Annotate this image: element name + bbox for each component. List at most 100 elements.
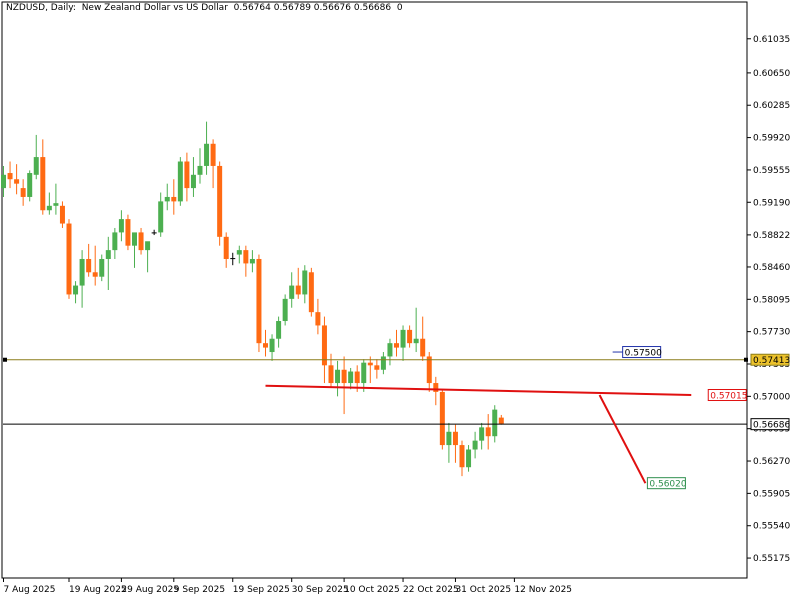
candle [400, 325, 406, 361]
candle-body [125, 219, 131, 246]
projection-price-label-box [646, 477, 686, 490]
candle [145, 241, 151, 273]
candle-body [348, 371, 354, 384]
candle [14, 164, 20, 195]
candle [79, 250, 85, 308]
candle-body [282, 298, 288, 322]
candle-body [387, 343, 393, 357]
candle-body [53, 203, 59, 206]
candle [66, 219, 72, 299]
candle-body [204, 143, 210, 166]
candle-body [394, 343, 399, 348]
x-tick-label: 9 Sep 2025 [174, 585, 225, 595]
candle [321, 316, 327, 384]
candle [33, 134, 39, 180]
candle [269, 334, 275, 361]
callout-price-label-box [622, 346, 662, 359]
candle-body [498, 417, 504, 424]
candle [348, 367, 354, 390]
y-tick-label: 0.60650 [753, 69, 790, 79]
candle [99, 254, 105, 282]
candle-body [308, 272, 314, 313]
candle [413, 307, 419, 353]
candle-body [20, 188, 26, 197]
y-tick-label: 0.57730 [753, 328, 790, 338]
y-tick-label: 0.60285 [753, 101, 790, 111]
candle [204, 121, 210, 175]
candle-body [374, 365, 380, 370]
x-tick-label: 30 Sep 2025 [292, 585, 349, 595]
candle-body [158, 201, 164, 233]
candle [485, 414, 491, 450]
candle-body [256, 258, 262, 344]
candle-body [33, 157, 39, 175]
candle [459, 440, 465, 477]
candle-body [413, 338, 419, 344]
candle-body [151, 232, 157, 234]
y-tick-label: 0.57000 [753, 392, 790, 402]
candle-body [197, 165, 203, 175]
trendline-price-label: 0.57015 [710, 392, 747, 402]
y-tick-label: 0.55540 [753, 522, 790, 532]
y-tick-label: 0.59555 [753, 166, 790, 176]
candle [439, 389, 445, 450]
plot-frame [1, 1, 748, 579]
candle [223, 232, 229, 268]
candle-body [466, 449, 472, 468]
y-tick-label: 0.58460 [753, 263, 790, 273]
candle-body [492, 409, 498, 437]
candle [132, 232, 137, 268]
candle [302, 265, 308, 304]
candle [1, 165, 6, 197]
y-tick-label: 0.59190 [753, 198, 790, 208]
candle [151, 229, 157, 236]
callout-price-label: 0.57500 [625, 349, 662, 359]
line-anchor-right [744, 357, 748, 362]
candle [328, 353, 334, 388]
candle [394, 329, 399, 357]
candle-body [328, 365, 334, 384]
candle [433, 376, 439, 406]
lines-layer [3, 357, 748, 484]
candle [197, 148, 203, 184]
candle-body [73, 285, 79, 295]
candle [230, 252, 236, 266]
candle [374, 359, 380, 379]
candle [164, 183, 170, 211]
candle [27, 170, 33, 202]
candle-body [289, 285, 295, 299]
candle-body [171, 196, 177, 202]
candle [407, 325, 413, 348]
candle-body [400, 329, 406, 348]
line-anchor-left [3, 357, 7, 362]
candle-body [321, 325, 327, 366]
candle-body [230, 258, 236, 260]
candle-body [145, 241, 151, 251]
candle-body [164, 196, 170, 202]
candle [236, 245, 242, 264]
candle [125, 214, 131, 251]
candle-body [243, 250, 249, 264]
x-tick-label: 19 Aug 2025 [69, 585, 127, 595]
candle-body [223, 236, 229, 259]
candle-body [66, 223, 72, 295]
bid-price-label-box [750, 418, 790, 431]
candle-body [1, 174, 6, 189]
candle [479, 422, 485, 450]
candle [210, 139, 216, 189]
candle [256, 254, 262, 353]
candle [263, 329, 268, 357]
candle [243, 245, 249, 277]
candle-body [354, 371, 360, 384]
candle [335, 360, 341, 397]
candle-body [426, 356, 432, 384]
x-tick-label: 10 Oct 2025 [344, 585, 400, 595]
candle [46, 192, 52, 215]
x-tick-label: 22 Oct 2025 [403, 585, 459, 595]
candle-body [420, 338, 426, 357]
candle-body [407, 329, 413, 344]
candle [420, 316, 426, 361]
candle-body [302, 270, 308, 295]
